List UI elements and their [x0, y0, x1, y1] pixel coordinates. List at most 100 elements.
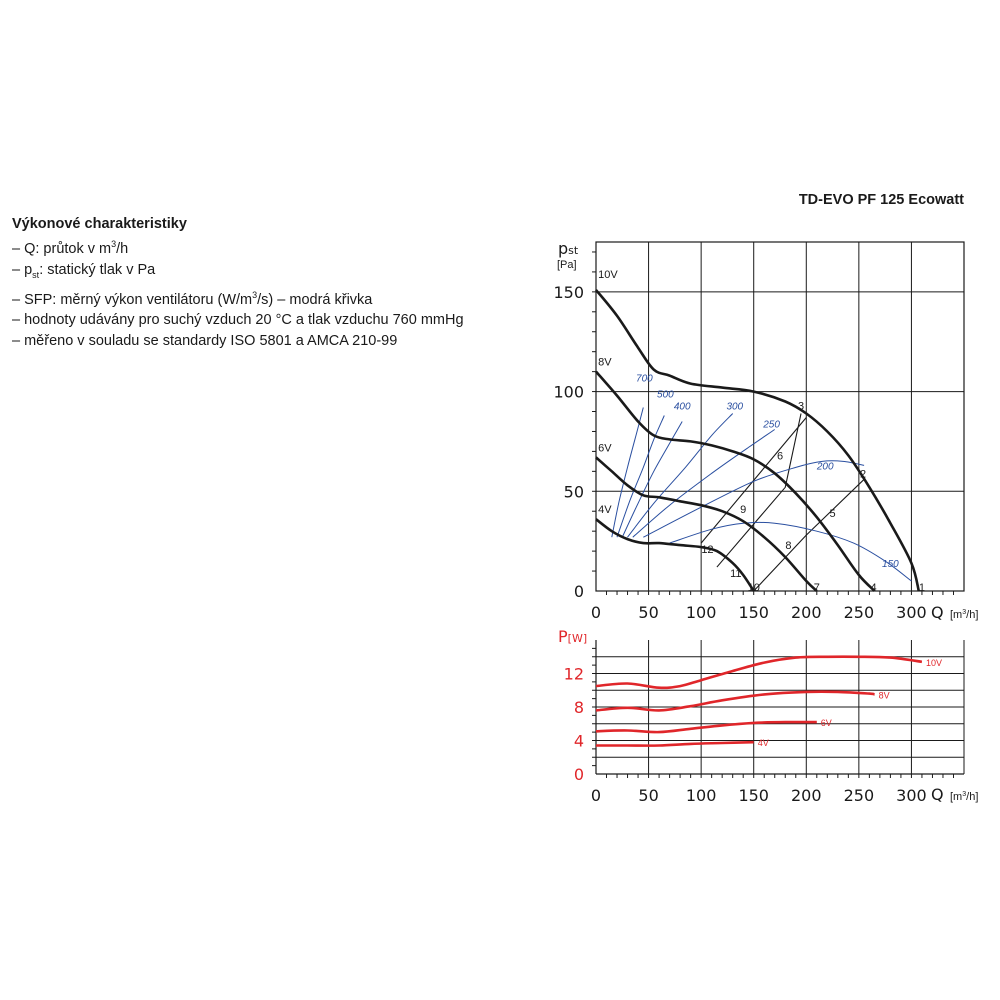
spec-line-p: – pst: statický tlak v Pa [12, 260, 464, 285]
series-label: 6V [598, 442, 612, 454]
x-tick-label: 200 [791, 603, 822, 622]
y-axis-unit: [W] [568, 632, 587, 645]
point-label: 6 [777, 450, 783, 462]
y-axis-label-sub: st [568, 244, 579, 257]
x-tick-label: 250 [844, 786, 875, 805]
series-label: 4V [758, 738, 769, 748]
system-line [716, 413, 802, 568]
sfp-curve-label: 250 [762, 419, 780, 430]
sfp-curve [669, 521, 912, 582]
spec-line-standards: – měřeno v souladu se standardy ISO 5801… [12, 332, 398, 349]
y-tick-label: 8 [574, 698, 584, 717]
y-axis-unit: [Pa] [557, 259, 577, 271]
x-tick-label: 0 [591, 786, 601, 805]
sfp-curve-label: 700 [636, 374, 653, 385]
x-tick-label: 250 [844, 603, 875, 622]
series-line [595, 456, 818, 592]
x-axis-unit-sup: 3 [962, 609, 966, 616]
series-line [594, 289, 921, 592]
x-tick-label: 100 [686, 786, 717, 805]
series-line [595, 720, 817, 734]
spec-p-prefix: – p [12, 261, 33, 278]
x-tick-label: 0 [591, 603, 601, 622]
spec-q-prefix: – Q: průtok v m [12, 241, 112, 258]
spec-q-sup: 3 [111, 239, 117, 250]
y-tick-label: 100 [553, 383, 584, 402]
spec-title: Výkonové charakteristiky [12, 216, 187, 232]
spec-sfp-prefix: – SFP: měrný výkon ventilátoru (W/m [12, 291, 253, 308]
sfp-curve-label: 200 [816, 461, 834, 472]
point-label: 1 [919, 582, 925, 594]
spec-q-suffix: /h [116, 241, 129, 258]
x-axis-unit: [m3/h] [950, 791, 978, 803]
sfp-curve-label: 150 [882, 559, 899, 570]
x-tick-label: 300 [896, 603, 927, 622]
x-axis-unit-suffix: /h] [966, 791, 978, 803]
series-line [596, 740, 754, 747]
x-tick-label: 150 [738, 786, 769, 805]
y-tick-label: 0 [574, 582, 584, 601]
x-tick-label: 50 [638, 786, 658, 805]
sfp-curve [627, 413, 734, 538]
x-tick-label: 300 [896, 786, 927, 805]
point-label: 11 [730, 568, 741, 580]
point-label: 3 [798, 401, 804, 413]
series-label: 8V [598, 357, 612, 369]
series-line [595, 690, 876, 712]
point-label: 5 [830, 508, 836, 520]
series-label: 8V [879, 690, 890, 700]
series-label: 10V [598, 269, 618, 281]
x-axis-unit-suffix: /h] [966, 609, 978, 621]
power-chart: 0 50 100 150 200 250 300 0 4 8 12 P[W] Q [m3/h] 10V 8V 6… [558, 627, 978, 805]
y-axis-label: P[W] [558, 627, 587, 646]
point-label: 4 [871, 582, 877, 594]
spec-sfp-suffix: /s) – modrá křivka [257, 291, 373, 308]
point-label: 7 [814, 582, 820, 594]
spec-p-suffix: : statický tlak v Pa [39, 261, 156, 278]
system-line [753, 478, 865, 592]
spec-line-conditions: – hodnoty udávány pro suchý vzduch 20 °C… [12, 312, 464, 329]
y-axis-label: pst [558, 239, 579, 258]
plot-frame [595, 241, 965, 592]
sfp-curve [611, 407, 644, 538]
spec-list: Výkonové charakteristiky – Q: průtok v m… [12, 214, 464, 351]
spec-sfp-sup: 3 [252, 289, 258, 300]
spec-line-sfp: – SFP: měrný výkon ventilátoru (W/m3/s) … [12, 285, 464, 310]
series-label: 6V [821, 718, 832, 728]
series-line [595, 370, 876, 592]
spec-line-q: – Q: průtok v m3/h [12, 234, 464, 259]
y-tick-label: 12 [564, 665, 584, 684]
sfp-curve [643, 460, 865, 538]
x-tick-label: 100 [686, 603, 717, 622]
x-tick-label: 150 [738, 603, 769, 622]
sfp-curve [621, 421, 683, 538]
point-label: 12 [701, 544, 713, 556]
y-tick-label: 4 [574, 732, 584, 751]
pressure-chart: 0 50 100 150 200 250 300 0 50 100 150 pst[Pa] Q [m3/h… [553, 239, 978, 622]
x-axis-label: Q [931, 785, 944, 804]
sfp-curve [632, 429, 775, 538]
point-label: 9 [740, 504, 746, 516]
system-line [700, 417, 807, 544]
x-tick-label: 200 [791, 786, 822, 805]
sfp-curve-label: 300 [726, 402, 743, 413]
y-tick-label: 150 [553, 283, 584, 302]
spec-p-sub: st [32, 269, 40, 280]
x-axis-label: Q [931, 603, 944, 622]
model-title: TD-EVO PF 125 Ecowatt [798, 192, 964, 208]
x-tick-label: 50 [638, 603, 658, 622]
y-tick-label: 0 [574, 765, 584, 784]
series-line [595, 655, 923, 690]
point-label: 8 [785, 540, 791, 552]
series-label: 10V [926, 658, 942, 668]
point-label: 2 [860, 468, 866, 480]
x-axis-unit: [m3/h] [950, 609, 978, 621]
sfp-curve-label: 400 [674, 402, 691, 413]
point-label: 10 [748, 582, 760, 594]
y-tick-label: 50 [564, 482, 584, 501]
sfp-curve-label: 500 [657, 390, 674, 401]
x-axis-unit-sup: 3 [962, 791, 966, 798]
sfp-curve [616, 415, 665, 538]
series-label: 4V [598, 504, 612, 516]
